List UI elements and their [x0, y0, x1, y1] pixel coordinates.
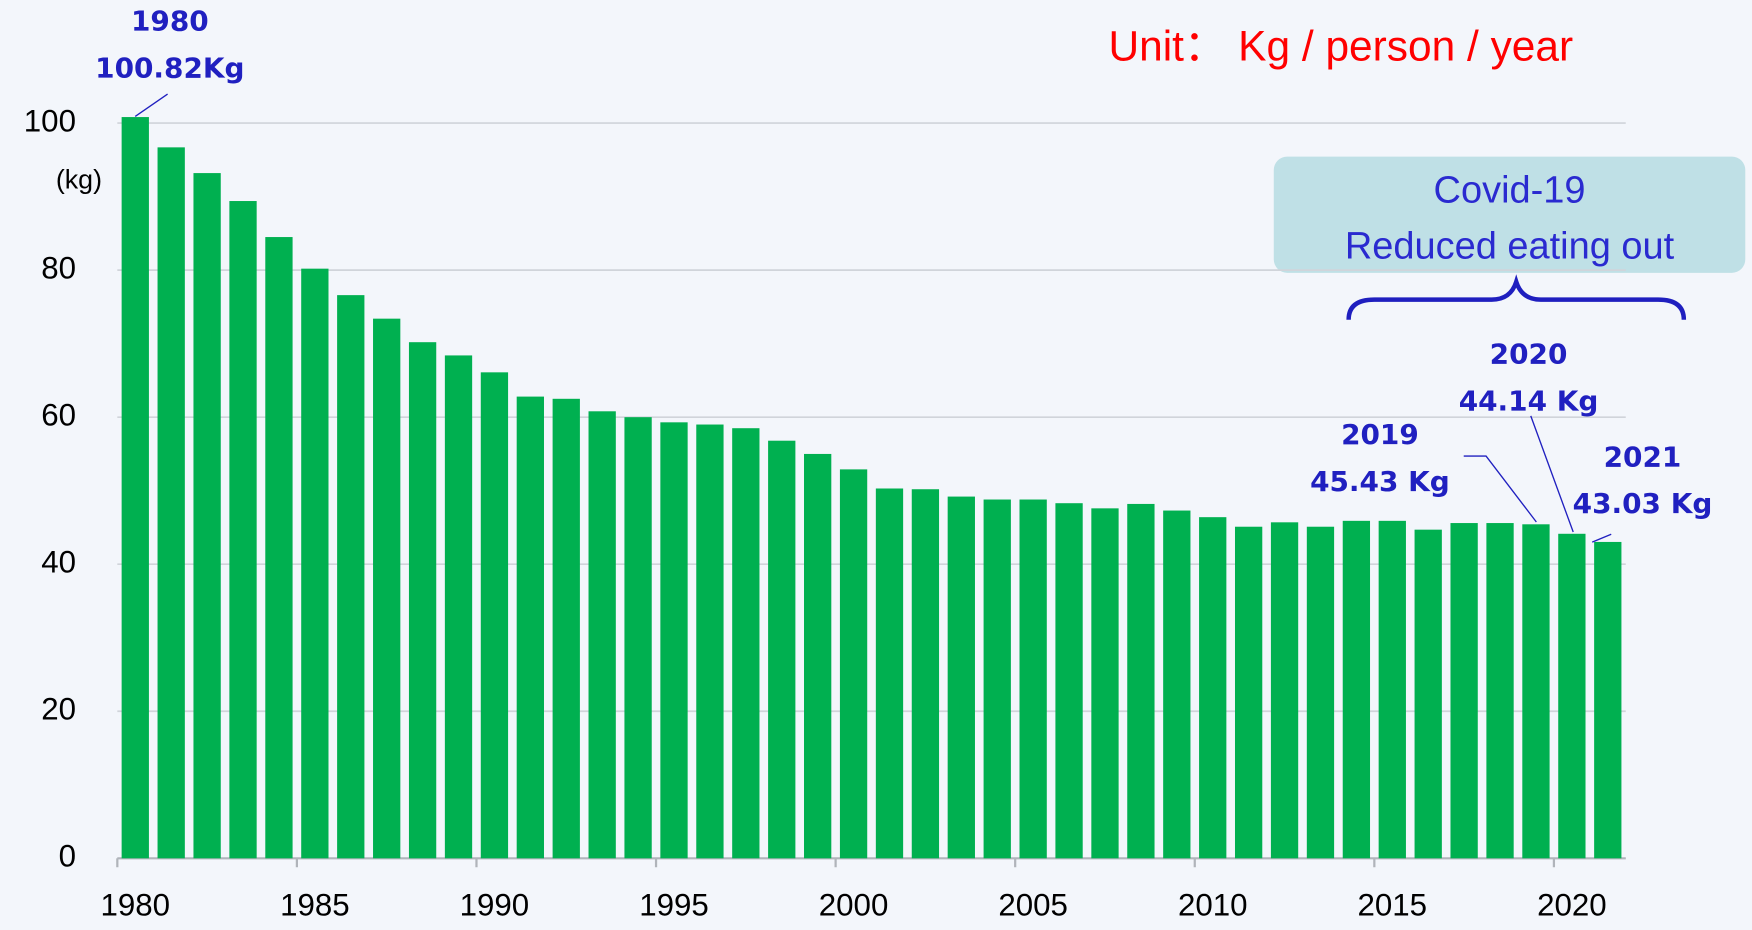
bar — [1378, 520, 1406, 859]
bar — [337, 295, 365, 859]
x-tick-label: 2010 — [1178, 888, 1248, 923]
bar — [1234, 526, 1263, 859]
bar — [1091, 508, 1119, 859]
bar — [1450, 523, 1478, 859]
bar — [1306, 526, 1335, 859]
x-tick-label: 2020 — [1537, 888, 1607, 923]
bar — [660, 422, 688, 859]
bar — [1055, 503, 1083, 859]
bar — [1270, 522, 1299, 859]
value-label: 44.14 Kg — [1459, 384, 1599, 417]
callout-brace — [1346, 274, 1687, 320]
bar — [947, 496, 975, 859]
y-tick-label: 0 — [59, 839, 76, 874]
bar — [839, 469, 868, 859]
callout-text: Reduced eating out — [1345, 225, 1675, 267]
y-tick-label: 100 — [24, 103, 76, 138]
callout-title: Covid-19 — [1434, 169, 1586, 211]
annotation-year: 2019 — [1341, 418, 1419, 451]
bar — [624, 417, 652, 859]
value-label: 45.43 Kg — [1310, 465, 1450, 498]
bar — [875, 488, 904, 859]
bar — [768, 440, 796, 859]
leader-line — [1530, 415, 1574, 533]
bar — [804, 453, 832, 859]
x-tick-label: 1990 — [460, 888, 530, 923]
y-axis-label: (kg) — [56, 164, 102, 194]
leader-line — [1591, 533, 1612, 543]
bar — [1414, 529, 1442, 859]
x-tick-label: 2015 — [1358, 888, 1428, 923]
value-label: 43.03 Kg — [1573, 487, 1713, 520]
x-tick-label: 2000 — [819, 888, 889, 923]
y-tick-label: 40 — [41, 544, 76, 579]
bar — [1522, 524, 1550, 859]
bar — [193, 173, 221, 859]
bar — [444, 355, 473, 859]
annotation-year: 1980 — [131, 5, 209, 38]
y-tick-label: 80 — [41, 250, 76, 285]
annotation-year: 2021 — [1604, 440, 1682, 473]
bar — [265, 237, 293, 859]
x-tick-label: 1985 — [280, 888, 350, 923]
bar — [1594, 541, 1622, 859]
bar — [552, 398, 580, 859]
bar — [121, 117, 149, 859]
value-label: 100.82Kg — [95, 51, 244, 84]
y-tick-label: 60 — [41, 397, 76, 432]
bar — [301, 268, 329, 859]
bar — [911, 489, 940, 859]
y-tick-label: 20 — [41, 692, 76, 727]
annotation-year: 2020 — [1490, 338, 1568, 371]
bar — [983, 499, 1011, 859]
bar — [1558, 533, 1586, 859]
x-tick-label: 1980 — [100, 888, 170, 923]
bar — [1019, 499, 1047, 859]
bar — [373, 318, 401, 859]
bar — [1486, 523, 1514, 859]
bar — [1163, 510, 1191, 859]
bar — [229, 201, 257, 859]
bar — [1199, 517, 1227, 859]
bar — [1127, 503, 1155, 859]
callout-box — [1273, 156, 1746, 273]
leader-line — [1463, 455, 1537, 523]
bar — [732, 428, 760, 859]
x-tick-label: 2005 — [998, 888, 1068, 923]
leader-line — [134, 93, 168, 117]
bar — [588, 411, 616, 859]
bar — [408, 342, 437, 859]
x-tick-label: 1995 — [639, 888, 709, 923]
bar — [516, 396, 544, 859]
bar — [696, 424, 724, 859]
unit-note: Unit： Kg / person / year — [1108, 23, 1573, 70]
bar — [157, 147, 185, 859]
bar — [1342, 520, 1371, 859]
bar — [480, 372, 509, 859]
